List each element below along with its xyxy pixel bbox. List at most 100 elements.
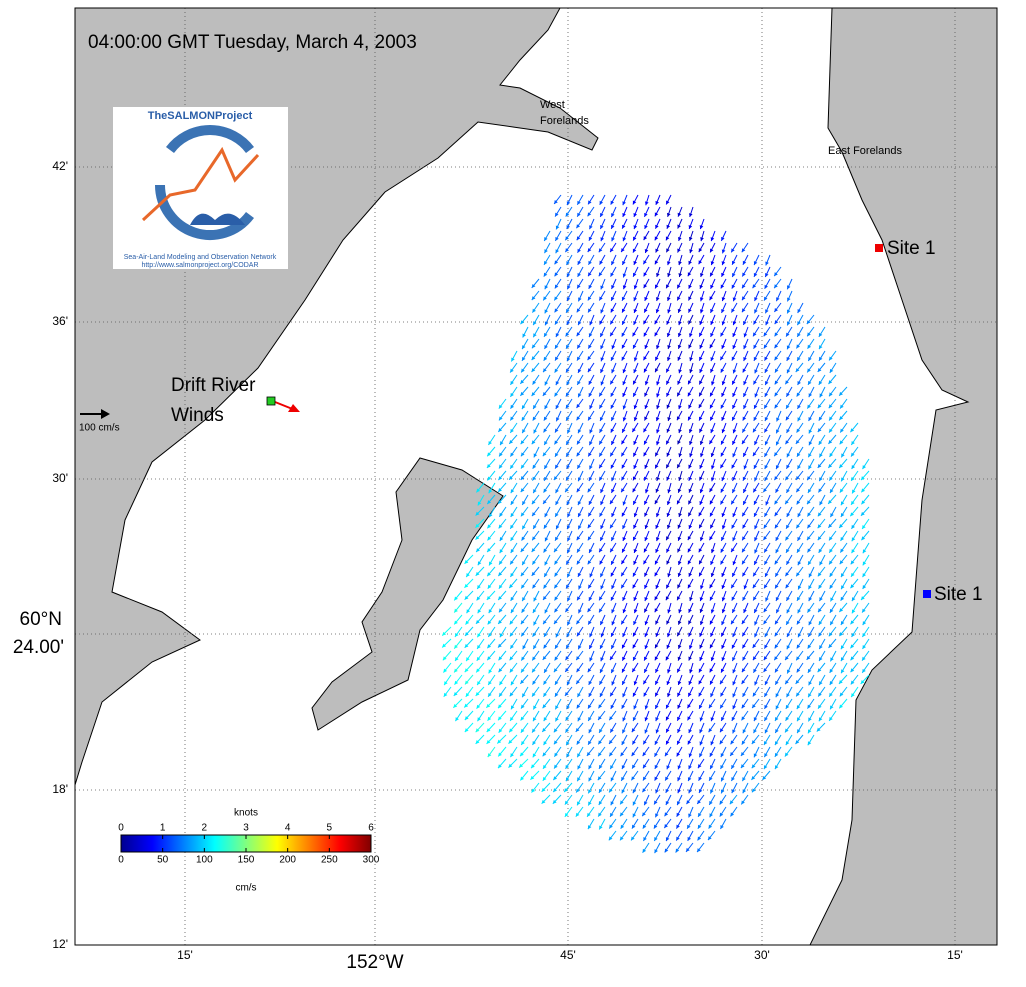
current-vector-head	[751, 788, 756, 793]
current-vector-head	[632, 332, 636, 337]
current-vector-head	[786, 392, 790, 397]
current-vector-head	[520, 512, 525, 517]
current-vector-head	[829, 392, 833, 397]
current-vector-head	[850, 680, 855, 685]
current-vector-head	[543, 488, 548, 493]
current-vector-head	[644, 717, 649, 722]
current-vector-head	[599, 392, 603, 397]
current-vector-head	[643, 692, 648, 697]
current-vector-head	[699, 284, 704, 289]
current-vector-head	[542, 391, 547, 396]
current-vector-head	[488, 609, 493, 614]
colorbar-tick-label: 4	[285, 823, 291, 834]
current-vector-head	[721, 477, 726, 482]
current-vector-head	[742, 692, 746, 697]
current-vector-head	[819, 501, 823, 506]
lon-label: 15'	[947, 948, 963, 962]
current-vector-head	[819, 345, 823, 350]
current-vector-head	[589, 225, 593, 230]
current-vector-head	[631, 728, 636, 733]
current-vector-head	[829, 356, 833, 361]
current-vector-head	[522, 345, 526, 350]
current-vector-head	[829, 416, 833, 421]
current-vector-head	[610, 272, 614, 277]
current-vector-head	[721, 392, 725, 397]
current-vector-head	[642, 764, 647, 769]
current-vector-head	[464, 595, 469, 600]
current-vector-head	[839, 632, 844, 637]
current-vector-head	[720, 440, 725, 445]
current-vector-head	[687, 740, 692, 745]
current-vector-head	[611, 513, 615, 517]
current-vector-head	[587, 560, 592, 565]
current-vector-head	[741, 560, 746, 565]
current-vector-head	[688, 344, 692, 349]
current-vector-head	[587, 368, 592, 373]
current-vector-head	[510, 681, 515, 686]
current-vector-head	[520, 452, 525, 457]
current-vector-head	[578, 645, 582, 650]
current-vector-head	[752, 584, 757, 589]
current-vector-head	[443, 692, 448, 697]
current-vector-head	[862, 645, 867, 650]
current-vector-head	[644, 572, 648, 577]
current-vector-head	[786, 356, 791, 361]
current-vector-head	[488, 692, 492, 697]
current-vector-head	[587, 668, 592, 673]
current-vector-head	[531, 356, 536, 361]
current-vector-head	[655, 513, 660, 518]
current-vector-head	[741, 620, 746, 625]
current-vector-head	[786, 693, 790, 698]
current-vector-head	[754, 393, 759, 398]
current-vector-head	[698, 404, 703, 409]
current-vector-head	[829, 548, 833, 553]
current-vector-head	[521, 608, 526, 613]
current-vector-head	[765, 273, 769, 278]
current-vector-head	[742, 656, 746, 661]
current-vector-head	[721, 525, 726, 530]
current-vector-head	[555, 212, 559, 217]
current-vector-head	[619, 836, 624, 841]
current-vector-head	[862, 656, 866, 661]
current-vector-head	[862, 525, 866, 530]
current-vector-head	[633, 620, 637, 625]
current-vector-head	[587, 524, 592, 529]
current-vector-head	[742, 524, 746, 529]
current-vector-head	[510, 392, 514, 397]
current-vector-head	[698, 704, 703, 709]
current-vector-head	[543, 584, 548, 589]
current-vector-head	[751, 740, 756, 745]
current-vector-head	[721, 272, 725, 277]
current-vector-head	[588, 740, 592, 745]
current-vector-head	[740, 764, 745, 769]
current-vector-head	[576, 704, 581, 709]
current-vector-head	[521, 584, 525, 589]
current-vector-head	[764, 633, 769, 638]
current-vector-head	[742, 428, 746, 433]
current-vector-head	[610, 332, 614, 337]
current-vector-head	[721, 644, 725, 649]
current-vector-head	[764, 441, 769, 446]
current-vector-head	[851, 609, 856, 614]
current-vector-head	[688, 692, 692, 697]
current-vector-head	[666, 357, 671, 362]
current-vector-head	[664, 824, 668, 829]
current-vector-head	[644, 621, 649, 626]
current-vector-head	[477, 561, 482, 566]
current-vector-head	[807, 524, 811, 529]
current-vector-head	[644, 201, 649, 206]
current-vector-head	[621, 488, 625, 493]
current-vector-head	[464, 728, 469, 733]
current-vector-head	[566, 741, 570, 746]
current-vector-head	[753, 753, 758, 758]
current-vector-head	[808, 393, 813, 398]
current-vector-head	[566, 705, 570, 710]
current-vector-head	[721, 621, 725, 626]
current-vector-head	[577, 765, 581, 770]
colorbar-tick-label: 2	[202, 823, 208, 834]
current-vector-head	[610, 200, 615, 205]
current-vector-head	[632, 644, 637, 649]
current-vector-head	[687, 560, 692, 565]
current-vector-head	[655, 464, 659, 469]
current-vector-head	[543, 620, 547, 625]
